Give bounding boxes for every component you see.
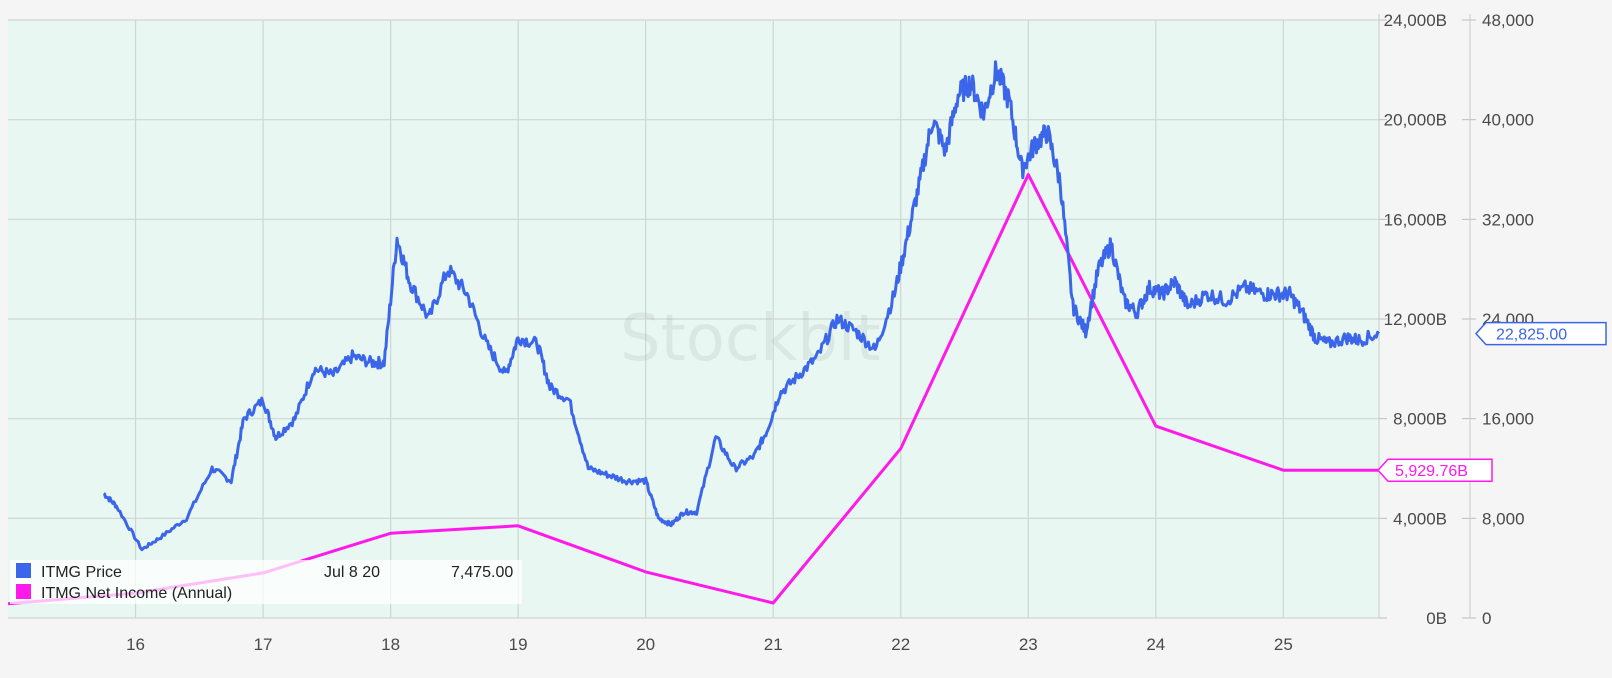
left-tick-label: 16,000B <box>1384 210 1447 229</box>
left-tick-label: 8,000B <box>1393 410 1447 429</box>
right-tick-label: 8,000 <box>1482 509 1525 528</box>
right-tick-label: 48,000 <box>1482 11 1534 30</box>
x-tick-label: 25 <box>1274 635 1293 654</box>
x-tick-label: 21 <box>764 635 783 654</box>
left-tick-label: 20,000B <box>1384 111 1447 130</box>
left-tick-label: 24,000B <box>1384 11 1447 30</box>
legend-swatch-net-income <box>16 584 31 599</box>
right-tick-label: 40,000 <box>1482 111 1534 130</box>
legend-hover-date: Jul 8 20 <box>324 564 380 581</box>
grid-lines <box>8 19 1379 619</box>
x-tick-label: 23 <box>1019 635 1038 654</box>
price-tag-shape <box>1474 321 1607 346</box>
left-tick-label: 12,000B <box>1384 310 1447 329</box>
legend-label-net-income: ITMG Net Income (Annual) <box>41 585 232 602</box>
legend: ITMG Price Jul 8 20 7,475.00 ITMG Net In… <box>10 560 522 604</box>
price-line <box>102 60 1381 552</box>
x-axis: 16 17 18 19 20 21 22 23 24 25 <box>126 635 1293 654</box>
x-tick-label: 17 <box>254 635 273 654</box>
x-tick-label: 22 <box>891 635 910 654</box>
legend-hover-value: 7,475.00 <box>451 564 513 581</box>
right-tick-label: 0 <box>1482 609 1491 628</box>
watermark: Stockbit <box>620 302 881 376</box>
legend-label-price: ITMG Price <box>41 564 122 581</box>
right-tick-label: 16,000 <box>1482 410 1534 429</box>
legend-background <box>10 560 522 604</box>
x-tick-label: 18 <box>381 635 400 654</box>
left-axis: 24,000B 20,000B 16,000B 12,000B 8,000B 4,000B… <box>1378 11 1447 628</box>
x-tick-label: 19 <box>509 635 528 654</box>
x-tick-label: 16 <box>126 635 145 654</box>
net-income-tag-shape <box>1376 458 1493 482</box>
x-tick-label: 20 <box>636 635 655 654</box>
left-tick-label: 0B <box>1426 609 1447 628</box>
net-income-tag-text: 5,929.76B <box>1395 463 1468 480</box>
x-tick-label: 24 <box>1146 635 1165 654</box>
price-tag-text: 22,825.00 <box>1496 327 1567 344</box>
legend-swatch-price <box>16 563 31 578</box>
net-income-last-value-tag: 5,929.76B <box>1376 458 1493 482</box>
price-last-value-tag: 22,825.00 <box>1474 321 1607 346</box>
left-tick-label: 4,000B <box>1393 509 1447 528</box>
right-tick-label: 32,000 <box>1482 210 1534 229</box>
